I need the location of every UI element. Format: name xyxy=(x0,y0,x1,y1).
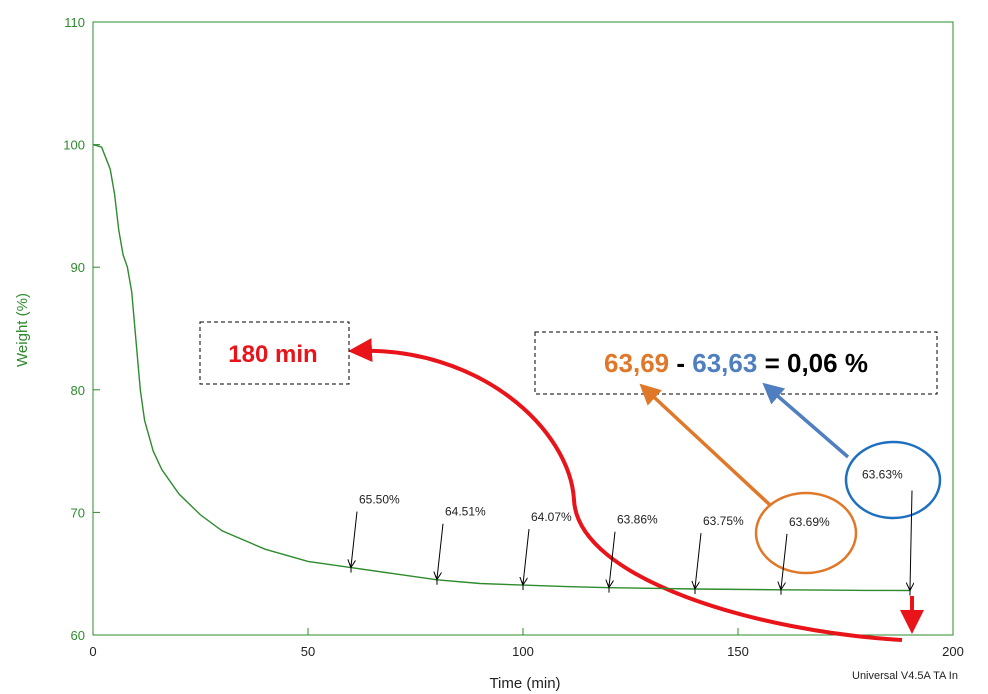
time-box xyxy=(199,321,350,385)
orange-arrow xyxy=(639,383,772,507)
axes: 60 70 80 90 100 110 0 50 100 150 200 xyxy=(63,15,964,659)
x-tick-label: 100 xyxy=(512,644,534,659)
y-tick-label: 80 xyxy=(71,383,85,398)
x-tick-label: 150 xyxy=(727,644,749,659)
time-note: 180 min xyxy=(228,341,317,368)
eq-result: = 0,06 % xyxy=(765,348,868,378)
annotation-label: 63.86% xyxy=(617,513,658,527)
y-tick-label: 100 xyxy=(63,138,85,153)
annotation-label: 65.50% xyxy=(359,493,400,507)
annotation-label: 64.51% xyxy=(445,505,486,519)
y-tick-label: 110 xyxy=(64,15,85,30)
equation: 63,69 - 63,63 = 0,06 % xyxy=(604,348,868,378)
annotation-arrow xyxy=(695,532,702,588)
annotation-arrow xyxy=(437,523,444,579)
eq-second: 63,63 xyxy=(692,348,757,378)
blue-arrow xyxy=(762,382,850,459)
annotation-label: 63.63% xyxy=(862,467,903,481)
x-tick-label: 0 xyxy=(89,644,96,659)
eq-minus: - xyxy=(676,348,685,378)
equation-box xyxy=(534,331,938,395)
x-tick-label: 50 xyxy=(301,644,315,659)
x-tick-label: 200 xyxy=(942,644,964,659)
red-curve-arrow xyxy=(348,338,903,642)
y-tick-label: 90 xyxy=(71,260,85,275)
y-axis-title: Weight (%) xyxy=(14,293,31,367)
y-tick-label: 60 xyxy=(71,628,85,643)
annotation-arrow xyxy=(351,511,358,567)
x-axis-title: Time (min) xyxy=(489,675,560,692)
annotation-arrow xyxy=(609,531,616,587)
line xyxy=(92,143,911,592)
blue-circle xyxy=(844,440,942,520)
orange-circle xyxy=(754,491,858,575)
annotation-arrow xyxy=(910,490,912,589)
annotation-arrow xyxy=(781,533,788,589)
eq-first: 63,69 xyxy=(604,348,669,378)
y-tick-label: 70 xyxy=(71,505,85,520)
footer: Universal V4.5A TA In xyxy=(852,670,958,682)
annotation-arrow xyxy=(523,529,530,584)
annotation-label: 64.07% xyxy=(531,510,572,524)
plot: 65.50% 64.51% 64.07% 63.86% 63.75% 63.69% 63.6… xyxy=(92,143,912,596)
annotation-label: 63.69% xyxy=(789,515,830,529)
annotation-label: 63.75% xyxy=(703,514,744,528)
